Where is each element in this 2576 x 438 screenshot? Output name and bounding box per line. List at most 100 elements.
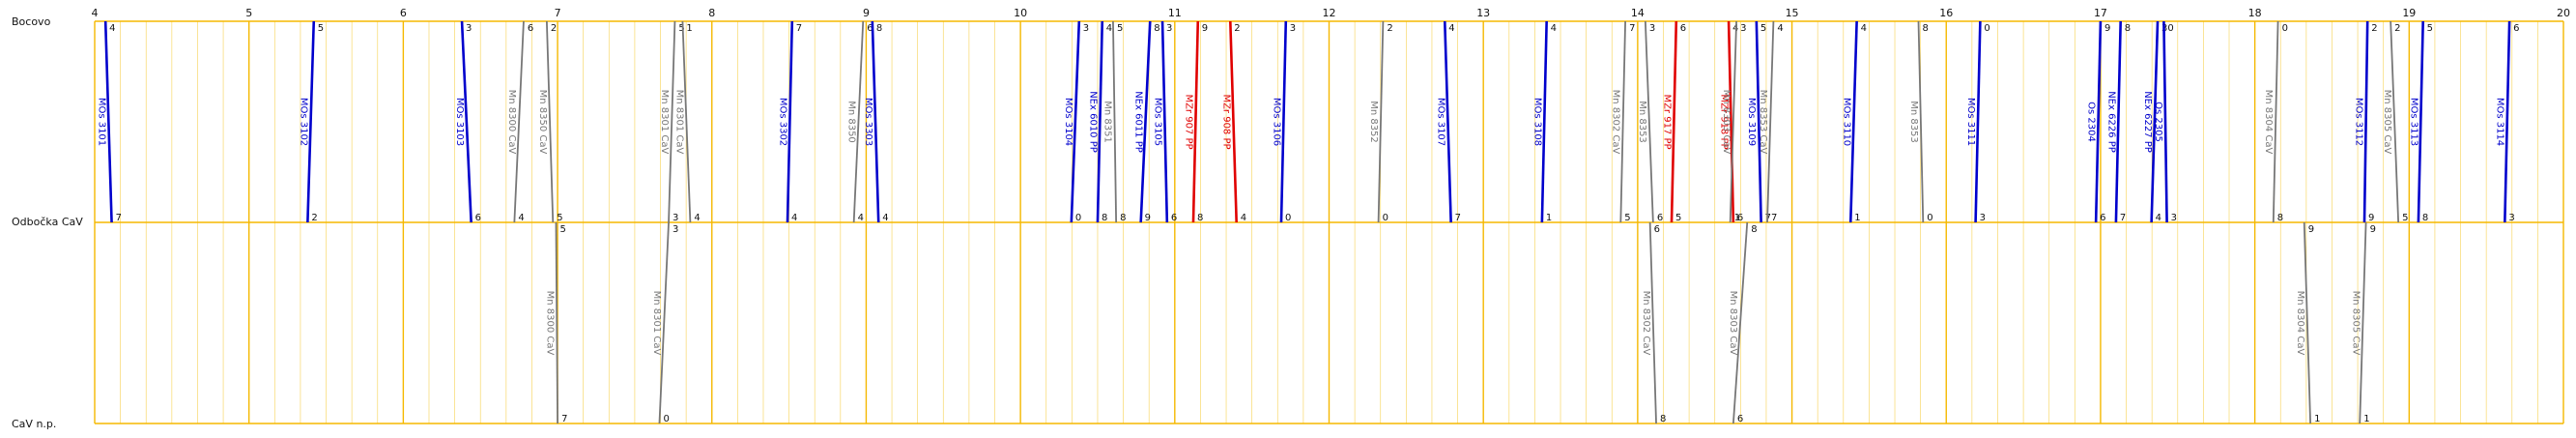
train-path: 5 8 Mn 8351 — [1102, 20, 1127, 223]
minute-label: 0 — [2167, 23, 2173, 34]
train-path: 3 6 MOs 3105 — [1152, 20, 1177, 223]
minute-label: 8 — [1197, 213, 1203, 223]
train-name-label: MZr 918 PP — [1718, 94, 1729, 149]
minute-label: 5 — [1760, 23, 1766, 34]
minute-label: 3 — [1166, 23, 1172, 34]
minute-label: 7 — [561, 414, 567, 424]
minute-label: 8 — [1154, 23, 1159, 34]
train-path: 8 4 MOs 3303 — [863, 20, 889, 223]
hour-label: 20 — [2557, 7, 2570, 19]
train-line — [2162, 20, 2168, 223]
station-label-bocovo: Bocovo — [12, 15, 51, 28]
train-line — [2272, 20, 2279, 223]
hour-labels: 4 5 6 7 8 9 10 11 12 13 14 15 16 17 18 19 20 — [92, 7, 2571, 19]
train-path: 3 6 Mn 8353 — [1637, 20, 1663, 223]
minute-label: 5 — [559, 224, 565, 235]
minute-label: 2 — [2371, 23, 2377, 34]
train-name-label: Mn 8303 CaV — [1721, 90, 1732, 155]
minute-label: 4 — [2156, 213, 2161, 223]
minute-label: 7 — [796, 23, 802, 34]
train-path: 4 7 MOs 3101 — [96, 20, 122, 223]
train-name-label: Mn 8353 — [1908, 101, 1919, 143]
minute-label: 3 — [1083, 23, 1089, 34]
minute-label: 6 — [528, 23, 533, 34]
train-path: 6 3 MOs 3114 — [2495, 20, 2519, 223]
train-name-label: MOs 3101 — [96, 98, 106, 146]
minute-label: 4 — [1448, 23, 1454, 34]
train-line — [2417, 20, 2424, 223]
train-path: 5 8 MOs 3113 — [2408, 20, 2433, 223]
timetable-grid — [94, 20, 2564, 424]
train-name-label: MOs 3114 — [2495, 98, 2505, 146]
train-line — [2114, 20, 2122, 223]
train-name-label: MOs 3102 — [299, 98, 309, 146]
hour-label: 8 — [708, 7, 715, 19]
train-path: 2 5 Mn 8305 CaV — [2382, 20, 2409, 223]
train-line — [1732, 221, 1749, 424]
train-line — [1191, 20, 1200, 223]
minute-label: 4 — [1777, 23, 1783, 34]
train-line — [1648, 221, 1657, 424]
train-name-label: Mn 8352 — [1368, 101, 1379, 143]
minute-label: 6 — [1737, 213, 1743, 223]
train-path: 3 6 MOs 3103 — [454, 20, 481, 223]
train-path: 6 4 Mn 8350 — [845, 20, 873, 223]
minute-label: 7 — [1455, 213, 1461, 223]
minute-label: 4 — [791, 213, 797, 223]
train-line — [871, 20, 880, 223]
train-path: 0 8 Mn 8304 CaV — [2263, 20, 2288, 223]
train-line — [1727, 20, 1735, 223]
train-name-label: NEx 6226 PP — [2105, 91, 2116, 153]
minute-label: 3 — [1740, 23, 1746, 34]
train-name-label: MOs 3302 — [777, 98, 787, 146]
minute-label: 3 — [466, 23, 472, 34]
train-line — [1229, 20, 1238, 223]
train-name-label: Mn 8353 CaV — [1758, 90, 1768, 155]
train-name-label: MOs 3111 — [1965, 98, 1976, 146]
train-name-label: Mn 8302 CaV — [1641, 291, 1651, 356]
train-name-label: Mn 8305 CaV — [2382, 90, 2392, 155]
minute-label: 6 — [2513, 23, 2519, 34]
train-line — [681, 20, 692, 223]
hour-label: 5 — [245, 7, 252, 19]
minute-label: 4 — [1106, 23, 1112, 34]
minute-label: 8 — [1751, 224, 1757, 235]
train-path: 4 1 MOs 3108 — [1531, 20, 1557, 223]
train-line — [2390, 20, 2400, 223]
hour-label: 11 — [1168, 7, 1182, 19]
minute-label: 7 — [1771, 213, 1777, 223]
minute-label: 8 — [2277, 213, 2283, 223]
minute-label: 6 — [1171, 213, 1177, 223]
train-line — [1917, 20, 1925, 223]
minute-label: 1 — [1546, 213, 1552, 223]
train-line — [1377, 20, 1385, 223]
train-name-label: Mn 8303 CaV — [1728, 291, 1738, 356]
minute-label: 0 — [1075, 213, 1081, 223]
train-line — [1619, 20, 1626, 223]
train-name-label: Mn 8301 CaV — [651, 291, 662, 356]
minute-label: 4 — [694, 213, 700, 223]
minute-label: 0 — [1285, 213, 1291, 223]
train-line — [1070, 20, 1081, 223]
train-name-label: MOs 3303 — [863, 98, 873, 146]
train-line — [2303, 221, 2312, 424]
hour-label: 16 — [1939, 7, 1953, 19]
station-label-odbocka-cav: Odbočka CaV — [12, 216, 83, 228]
minute-label: 9 — [2104, 23, 2110, 34]
train-path: 5 2 MOs 3102 — [299, 20, 324, 223]
minute-label: 8 — [2422, 213, 2428, 223]
train-line — [1755, 20, 1762, 223]
train-name-label: MOs 3104 — [1063, 98, 1073, 146]
minute-label: 6 — [1680, 23, 1686, 34]
minute-label: 8 — [1660, 414, 1666, 424]
hour-label: 18 — [2248, 7, 2262, 19]
train-path: 5 7 Mn 8300 CaV — [544, 221, 567, 424]
train-name-label: Mn 8304 CaV — [2263, 90, 2274, 155]
train-path: 3 0 MOs 3104 — [1063, 20, 1089, 223]
hour-label: 12 — [1323, 7, 1336, 19]
hour-label: 10 — [1014, 7, 1027, 19]
train-path: 7 4 MOs 3302 — [777, 20, 802, 223]
minute-label: 1 — [686, 23, 692, 34]
train-path: 2 9 MOs 3112 — [2354, 20, 2378, 223]
